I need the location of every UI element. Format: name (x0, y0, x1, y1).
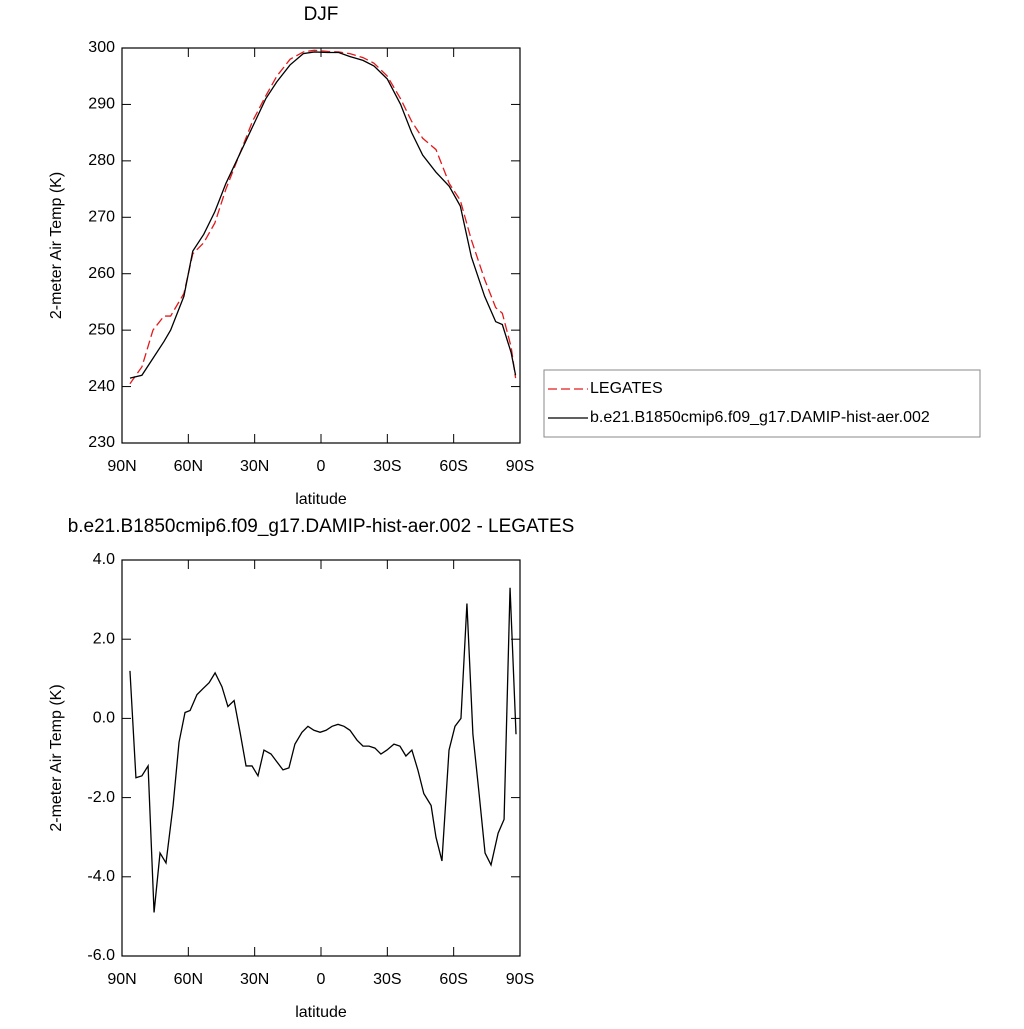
y-tick-label: 2.0 (93, 630, 115, 647)
plot-frame (121, 559, 521, 957)
x-tick-label: 30N (240, 971, 269, 988)
plot-frame (121, 47, 521, 444)
x-tick-label: 30N (240, 458, 269, 475)
x-tick-label: 90N (107, 971, 136, 988)
x-tick-label: 30S (373, 971, 401, 988)
legend-box (543, 369, 981, 438)
x-tick-label: 30S (373, 458, 401, 475)
y-tick-label: -6.0 (87, 947, 115, 964)
y-tick-label: 230 (88, 434, 115, 451)
x-axis-label: latitude (295, 1004, 347, 1021)
y-tick-label: 240 (88, 378, 115, 395)
y-tick-label: 260 (88, 265, 115, 282)
x-tick-label: 0 (317, 971, 326, 988)
legend-label: b.e21.B1850cmip6.f09_g17.DAMIP-hist-aer.… (590, 409, 930, 426)
y-tick-label: 4.0 (93, 551, 115, 568)
y-axis-label: 2-meter Air Temp (K) (48, 172, 65, 319)
x-tick-label: 90S (506, 458, 534, 475)
x-tick-label: 60S (439, 458, 467, 475)
y-tick-label: 280 (88, 152, 115, 169)
y-tick-label: 250 (88, 321, 115, 338)
y-tick-label: 0.0 (93, 710, 115, 727)
chart-title: DJF (304, 4, 339, 25)
x-tick-label: 90N (107, 458, 136, 475)
data-line (129, 587, 517, 913)
x-tick-label: 60S (439, 971, 467, 988)
x-axis-label: latitude (295, 491, 347, 508)
legend-label: LEGATES (590, 380, 663, 397)
y-tick-label: 290 (88, 96, 115, 113)
data-line (129, 51, 517, 379)
y-tick-label: -4.0 (87, 868, 115, 885)
y-tick-label: 300 (88, 39, 115, 56)
x-tick-label: 0 (317, 458, 326, 475)
x-tick-label: 90S (506, 971, 534, 988)
chart-title: b.e21.B1850cmip6.f09_g17.DAMIP-hist-aer.… (68, 516, 575, 537)
y-axis-label: 2-meter Air Temp (K) (48, 684, 65, 831)
data-line (129, 49, 517, 385)
x-tick-label: 60N (174, 971, 203, 988)
y-tick-label: -2.0 (87, 789, 115, 806)
y-tick-label: 270 (88, 209, 115, 226)
x-tick-label: 60N (174, 458, 203, 475)
